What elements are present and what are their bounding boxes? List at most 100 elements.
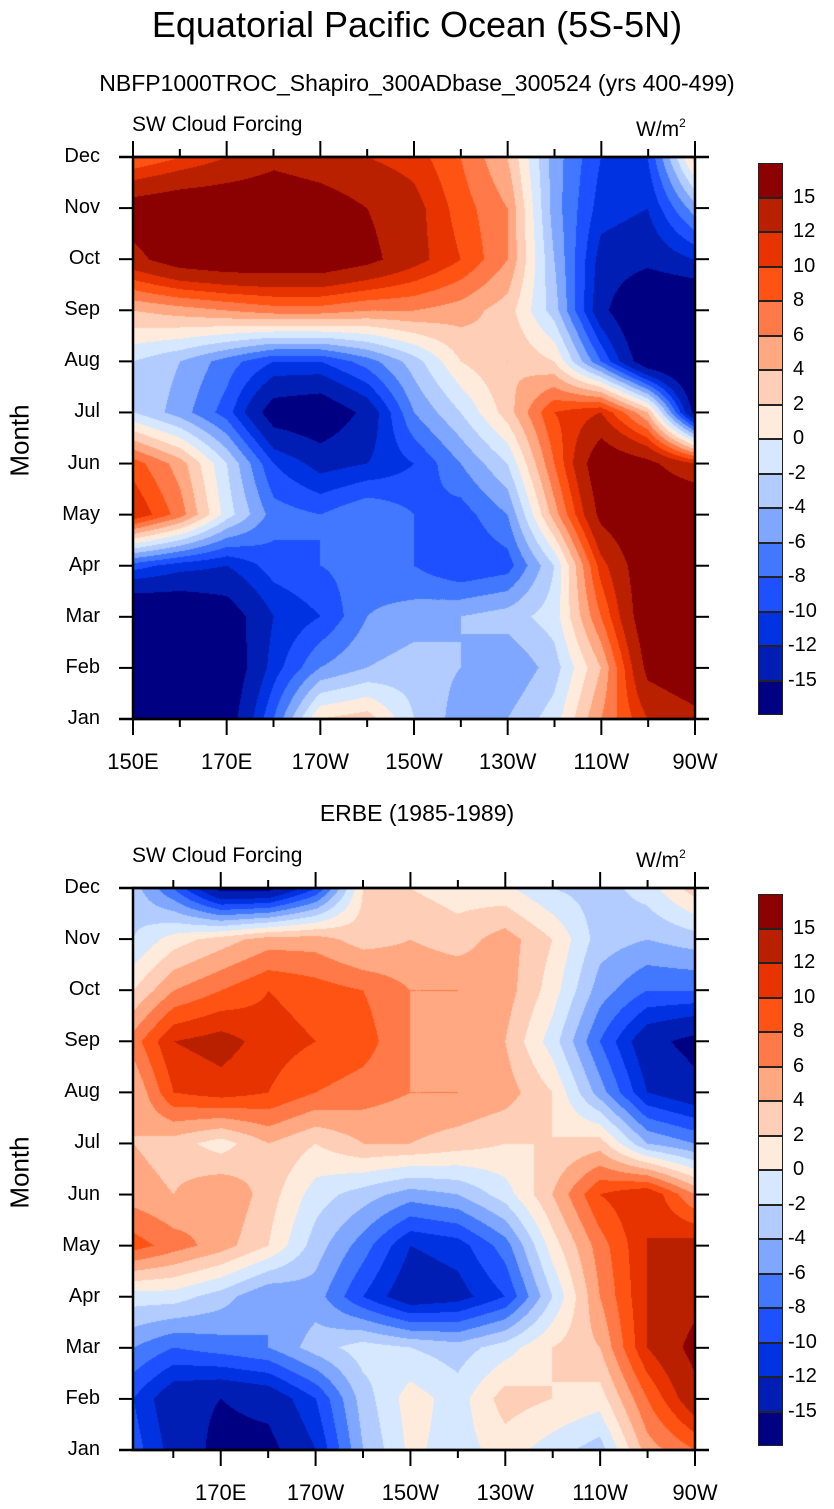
colorbar-swatch [758,646,783,681]
y-tick-label: Oct [68,978,100,1001]
y-tick-label: Dec [64,876,100,898]
colorbar-swatch [758,1239,783,1274]
x-tick-label: 130W [476,1480,535,1505]
panel2-variable-label: SW Cloud Forcing [132,844,303,867]
y-tick-label: Jan [67,707,100,729]
y-tick-label: May [62,502,100,525]
panel1-subtitle: NBFP1000TROC_Shapiro_300ADbase_300524 (y… [99,70,735,96]
colorbar-label: 10 [793,985,816,1008]
x-tick-label: 130W [478,749,537,774]
y-tick-label: Dec [64,145,100,167]
colorbar-swatch [758,1273,783,1308]
colorbar-label: 8 [793,289,805,311]
colorbar-label: 2 [793,392,805,415]
x-tick-label: 150E [107,749,159,774]
colorbar-swatch [758,1377,783,1412]
x-tick-label: 110W [573,749,630,774]
x-tick-label: 90W [672,749,718,774]
colorbar-label: 2 [793,1123,805,1146]
y-tick-label: Apr [68,553,100,576]
colorbar-label: -8 [788,1296,806,1318]
y-tick-label: Feb [65,655,100,678]
colorbar-label: 4 [793,358,805,380]
x-tick-label: 170E [200,749,253,774]
y-tick-label: Mar [65,1335,100,1358]
y-tick-label: Jul [74,1131,100,1154]
colorbar-label: 4 [793,1089,805,1111]
colorbar-swatch [758,473,783,508]
panel1-units: W/m2 [636,116,686,142]
colorbar-swatch [758,1135,783,1170]
x-tick-label: 170W [286,1480,345,1505]
colorbar-label: -4 [788,496,806,518]
colorbar-swatch [758,439,783,474]
panel1-variable-label: SW Cloud Forcing [132,113,303,136]
colorbar-swatch [758,1066,783,1101]
panel2-frame [131,886,697,1452]
colorbar-swatch [758,1411,783,1446]
colorbar-label: 12 [793,220,816,242]
y-tick-label: Jun [67,451,100,474]
colorbar-label: 8 [793,1020,805,1042]
colorbar-swatch [758,894,783,929]
x-tick-label: 90W [672,1480,718,1505]
x-tick-label: 110W [572,1480,629,1505]
colorbar-swatch [758,542,783,577]
colorbar-label: 15 [793,185,816,208]
colorbar-swatch [758,1342,783,1377]
y-tick-label: Oct [68,247,100,270]
colorbar-swatch [758,370,783,405]
colorbar-swatch [758,232,783,267]
colorbar-swatch [758,1204,783,1239]
colorbar-swatch [758,335,783,370]
colorbar-swatch [758,508,783,543]
colorbar-label: 10 [793,254,816,277]
colorbar-swatch [758,163,783,198]
panel1-units-sup: 2 [679,116,686,130]
panel1-contour-plot [133,157,695,719]
colorbar-label: -15 [788,668,817,691]
panel2-subtitle: ERBE (1985-1989) [319,800,515,826]
colorbar-label: 0 [793,1158,805,1180]
colorbar-swatch [758,1032,783,1067]
colorbar-label: -12 [788,634,817,656]
x-tick-label: 170W [291,749,350,774]
y-tick-label: Aug [64,349,100,372]
colorbar-swatch [758,997,783,1032]
panel2-units-text: W/m [636,849,680,872]
colorbar-label: 0 [793,427,805,449]
colorbar-swatch [758,963,783,998]
y-tick-label: Jul [74,400,100,423]
x-tick-label: 150W [385,749,443,774]
x-tick-label: 170E [195,1480,247,1505]
x-tick-label: 150W [381,1480,440,1505]
colorbar-swatch [758,611,783,646]
y-tick-label: Nov [64,196,100,219]
colorbar-swatch [758,577,783,612]
panel2-units: W/m2 [636,847,686,873]
colorbar-swatch [758,404,783,439]
colorbar-swatch [758,680,783,715]
y-tick-label: May [62,1233,100,1256]
panel1-units-text: W/m [636,118,680,141]
colorbar-swatch [758,928,783,963]
colorbar-label: -15 [788,1399,817,1422]
colorbar-label: -4 [788,1227,806,1249]
y-tick-label: Apr [68,1284,100,1307]
colorbar-label: -10 [788,599,817,622]
y-tick-label: Jun [67,1182,100,1205]
colorbar-label: 15 [793,916,816,939]
y-tick-label: Mar [65,604,100,627]
y-tick-label: Jan [67,1438,100,1460]
colorbar-label: 6 [793,1054,805,1077]
colorbar-label: -6 [788,530,806,553]
colorbar-label: -2 [788,1192,806,1215]
colorbar-swatch [758,197,783,232]
colorbar-label: -8 [788,565,806,587]
colorbar-swatch [758,301,783,336]
y-tick-label: Feb [65,1386,100,1409]
colorbar-swatch [758,1170,783,1205]
colorbar-label: 12 [793,951,816,973]
colorbar-label: -10 [788,1330,817,1353]
